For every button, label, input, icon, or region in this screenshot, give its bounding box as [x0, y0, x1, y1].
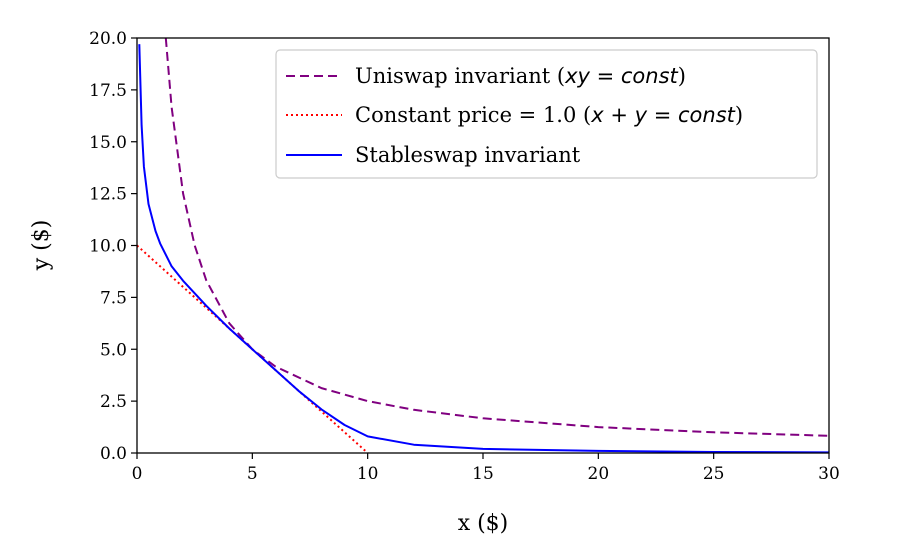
y-tick-label: 15.0	[89, 133, 127, 153]
legend-label-1: Constant price = 1.0 (x + y = const)	[355, 103, 743, 127]
x-tick-label: 25	[703, 464, 725, 484]
legend: Uniswap invariant (xy = const) Constant p…	[275, 49, 818, 179]
series-layer	[137, 38, 829, 453]
x-tick-label: 15	[472, 464, 494, 484]
legend-label-2: Stableswap invariant	[355, 143, 581, 167]
legend-box	[275, 49, 818, 179]
x-tick-label: 0	[132, 464, 143, 484]
x-tick-label: 20	[588, 464, 610, 484]
y-tick-label: 7.5	[100, 288, 127, 308]
legend-label-0: Uniswap invariant (xy = const)	[355, 64, 686, 88]
y-axis-label: y ($)	[29, 220, 54, 272]
x-axis: 0 5 10 15 20 25 30	[132, 453, 840, 484]
y-tick-label: 5.0	[100, 340, 127, 360]
x-axis-label: x ($)	[458, 511, 509, 536]
y-tick-label: 2.5	[100, 392, 127, 412]
y-tick-label: 20.0	[89, 29, 127, 49]
y-tick-label: 12.5	[89, 185, 127, 205]
x-tick-label: 5	[247, 464, 258, 484]
y-axis: 0.0 2.5 5.0 7.5 10.0 12.5 15.0 17.5 20.0	[89, 29, 137, 464]
y-tick-label: 17.5	[89, 81, 127, 101]
y-tick-label: 10.0	[89, 237, 127, 257]
series-line-2	[138, 44, 829, 453]
x-tick-label: 30	[818, 464, 840, 484]
series-line-0	[164, 38, 829, 437]
x-tick-label: 10	[357, 464, 379, 484]
y-tick-label: 0.0	[100, 444, 127, 464]
